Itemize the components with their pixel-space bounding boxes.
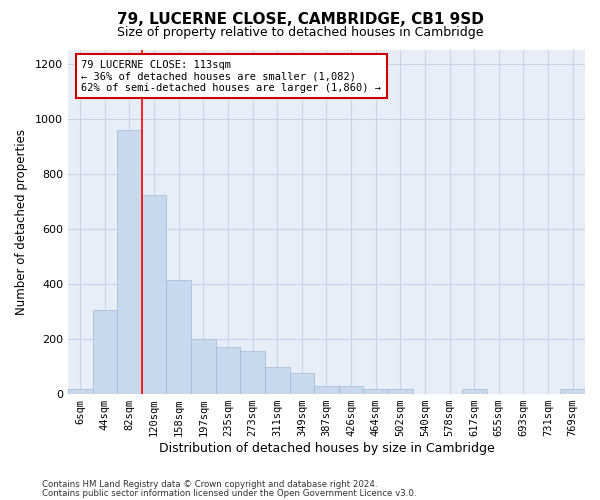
Bar xyxy=(215,348,240,394)
Bar xyxy=(560,388,585,394)
Bar xyxy=(314,386,339,394)
Bar xyxy=(388,388,413,394)
Bar xyxy=(364,388,388,394)
Bar xyxy=(68,388,92,394)
Bar xyxy=(92,310,117,394)
Text: Contains public sector information licensed under the Open Government Licence v3: Contains public sector information licen… xyxy=(42,489,416,498)
Bar xyxy=(117,130,142,394)
Bar xyxy=(142,194,166,394)
Y-axis label: Number of detached properties: Number of detached properties xyxy=(15,129,28,315)
X-axis label: Distribution of detached houses by size in Cambridge: Distribution of detached houses by size … xyxy=(158,442,494,455)
Text: 79, LUCERNE CLOSE, CAMBRIDGE, CB1 9SD: 79, LUCERNE CLOSE, CAMBRIDGE, CB1 9SD xyxy=(116,12,484,28)
Bar xyxy=(290,374,314,394)
Bar xyxy=(191,339,215,394)
Bar xyxy=(265,366,290,394)
Text: Contains HM Land Registry data © Crown copyright and database right 2024.: Contains HM Land Registry data © Crown c… xyxy=(42,480,377,489)
Bar xyxy=(166,280,191,394)
Bar xyxy=(339,386,364,394)
Bar xyxy=(240,352,265,394)
Text: 79 LUCERNE CLOSE: 113sqm
← 36% of detached houses are smaller (1,082)
62% of sem: 79 LUCERNE CLOSE: 113sqm ← 36% of detach… xyxy=(82,60,382,93)
Bar xyxy=(462,388,487,394)
Text: Size of property relative to detached houses in Cambridge: Size of property relative to detached ho… xyxy=(117,26,483,39)
